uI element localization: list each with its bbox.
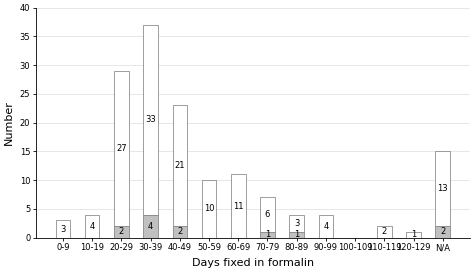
Bar [290,232,304,238]
Bar [406,232,421,238]
Bar [436,226,450,238]
Bar [377,226,392,238]
Bar [114,71,128,226]
Text: 21: 21 [174,161,185,170]
Bar [55,221,70,238]
Bar [173,106,187,226]
Bar [114,226,128,238]
Bar [143,25,158,215]
Text: 3: 3 [60,225,65,234]
Y-axis label: Number: Number [4,100,14,145]
Text: 2: 2 [382,227,387,236]
Text: 4: 4 [90,222,95,231]
Bar [231,174,246,238]
Bar [260,197,275,232]
Text: 2: 2 [119,227,124,236]
Text: 2: 2 [177,227,182,236]
X-axis label: Days fixed in formalin: Days fixed in formalin [192,258,314,268]
Text: 1: 1 [411,230,416,239]
Text: 6: 6 [265,210,270,219]
Text: 11: 11 [233,202,244,211]
Text: 13: 13 [438,184,448,193]
Bar [290,215,304,232]
Text: 4: 4 [148,222,153,231]
Bar [319,215,333,238]
Text: 1: 1 [265,230,270,239]
Text: 27: 27 [116,144,127,153]
Text: 4: 4 [323,222,328,231]
Text: 2: 2 [440,227,446,236]
Text: 10: 10 [204,205,214,214]
Bar [202,180,216,238]
Text: 1: 1 [294,230,299,239]
Bar [436,152,450,226]
Bar [143,215,158,238]
Bar [85,215,100,238]
Text: 3: 3 [294,219,300,228]
Bar [173,226,187,238]
Bar [260,232,275,238]
Text: 33: 33 [145,115,156,124]
